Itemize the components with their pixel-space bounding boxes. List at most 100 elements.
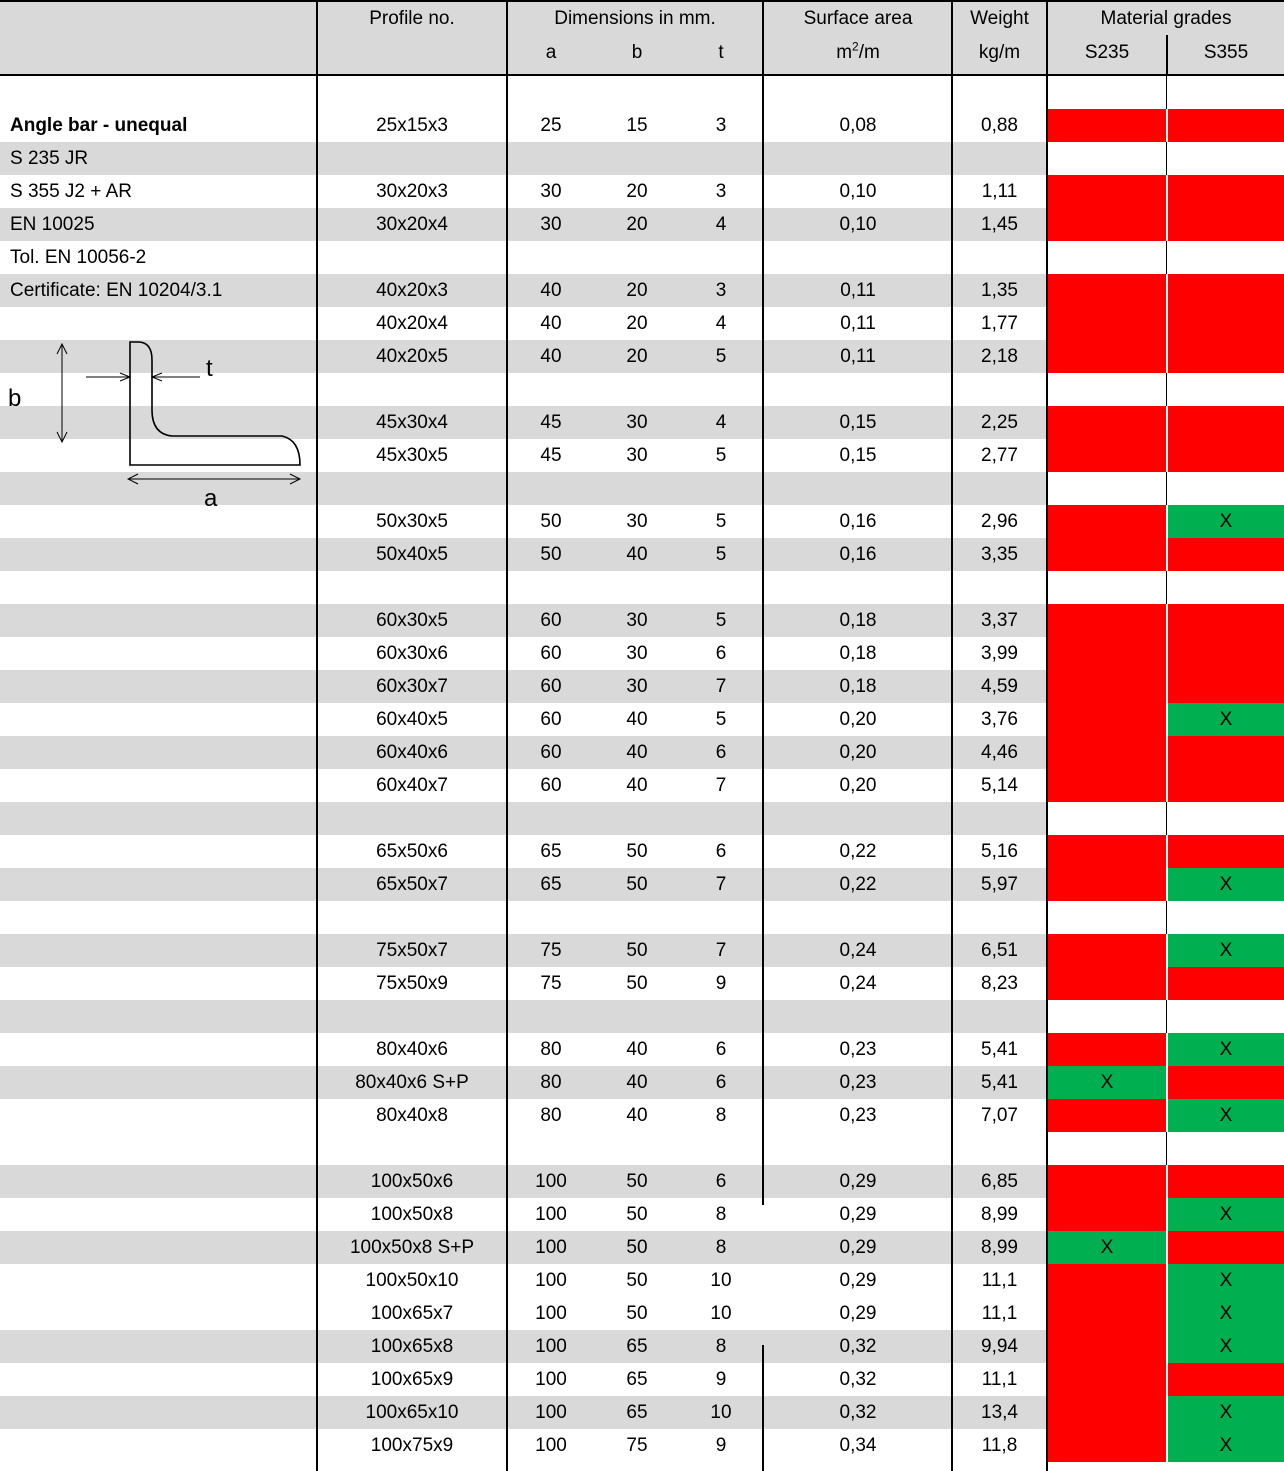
cell-a: 100 bbox=[535, 1204, 567, 1225]
cell-b: 40 bbox=[626, 775, 648, 796]
cell-b: 50 bbox=[626, 841, 648, 862]
header-dim-t: t bbox=[718, 42, 724, 63]
cell-a: 60 bbox=[540, 643, 562, 664]
header-surface-area: Surface area bbox=[803, 8, 913, 29]
grade-cell-s235 bbox=[1048, 835, 1166, 868]
cell-a: 100 bbox=[535, 1270, 567, 1291]
grade-cell-s355: X bbox=[1168, 1264, 1284, 1297]
grade-cell-s355 bbox=[1168, 604, 1284, 637]
grade-divider bbox=[1166, 340, 1168, 373]
cell-t: 5 bbox=[715, 544, 727, 565]
row-shade bbox=[0, 1066, 1047, 1099]
cell-profile: 50x40x5 bbox=[376, 544, 448, 565]
grade-divider bbox=[1166, 505, 1168, 538]
grade-divider bbox=[1166, 373, 1167, 406]
top-border bbox=[0, 0, 1284, 2]
grade-divider bbox=[1166, 604, 1168, 637]
cell-weight: 11,1 bbox=[981, 1303, 1018, 1324]
col-divider-left bbox=[316, 0, 318, 1471]
product-tolerance: Tol. EN 10056-2 bbox=[10, 247, 147, 268]
grade-cell-s355 bbox=[1168, 175, 1284, 208]
cell-b: 50 bbox=[626, 940, 648, 961]
grade-divider bbox=[1166, 901, 1167, 934]
cell-weight: 3,35 bbox=[981, 544, 1018, 565]
cell-b: 40 bbox=[626, 709, 648, 730]
grade-cell-s235 bbox=[1048, 1429, 1166, 1462]
table-row: 50x30x5 50 30 5 0,16 2,96 X bbox=[0, 505, 1284, 538]
table-row: 60x40x5 60 40 5 0,20 3,76 X bbox=[0, 703, 1284, 736]
table-row: 30x20x3 30 20 3 0,10 1,11 bbox=[0, 175, 1284, 208]
grade-divider bbox=[1166, 802, 1167, 835]
cell-weight: 2,77 bbox=[981, 445, 1018, 466]
row-shade bbox=[0, 1396, 1047, 1429]
cell-weight: 0,88 bbox=[981, 115, 1018, 136]
cell-profile: 30x20x4 bbox=[376, 214, 448, 235]
cell-profile: 60x40x5 bbox=[376, 709, 448, 730]
cell-surface: 0,29 bbox=[839, 1303, 877, 1324]
cell-surface: 0,20 bbox=[839, 742, 877, 763]
cell-b: 50 bbox=[626, 1204, 648, 1225]
table-row: 80x40x6 80 40 6 0,23 5,41 X bbox=[0, 1033, 1284, 1066]
spacer-row bbox=[0, 802, 1284, 835]
cell-surface: 0,11 bbox=[840, 280, 876, 301]
col-divider-dimensions-bottom bbox=[762, 1345, 764, 1471]
cell-b: 20 bbox=[626, 313, 648, 334]
cell-weight: 6,85 bbox=[981, 1171, 1018, 1192]
grade-divider bbox=[1166, 109, 1168, 142]
grade-divider bbox=[1166, 835, 1168, 868]
header-material-grades: Material grades bbox=[1100, 8, 1232, 29]
grade-divider bbox=[1166, 736, 1168, 769]
surface-unit-base: m bbox=[836, 42, 853, 63]
cell-weight: 4,46 bbox=[981, 742, 1018, 763]
product-grade-2: S 355 J2 + AR bbox=[10, 181, 132, 202]
cell-b: 30 bbox=[626, 412, 648, 433]
cell-weight: 3,37 bbox=[981, 610, 1018, 631]
cell-b: 30 bbox=[626, 643, 648, 664]
grade-cell-s355 bbox=[1168, 835, 1284, 868]
cell-t: 6 bbox=[715, 1171, 727, 1192]
grade-divider bbox=[1166, 703, 1168, 736]
spacer-row bbox=[0, 373, 1284, 406]
cell-t: 4 bbox=[715, 313, 727, 334]
cell-profile: 40x20x4 bbox=[376, 313, 448, 334]
row-shade bbox=[0, 934, 1047, 967]
cell-surface: 0,32 bbox=[839, 1402, 877, 1423]
table-row: 60x40x7 60 40 7 0,20 5,14 bbox=[0, 769, 1284, 802]
cell-surface: 0,24 bbox=[839, 940, 877, 961]
cell-t: 10 bbox=[710, 1303, 732, 1324]
cell-t: 7 bbox=[715, 874, 727, 895]
cell-a: 60 bbox=[540, 709, 562, 730]
cell-b: 50 bbox=[626, 1171, 648, 1192]
cell-surface: 0,34 bbox=[839, 1435, 877, 1456]
grade-cell-s235 bbox=[1048, 934, 1166, 967]
cell-a: 50 bbox=[540, 511, 562, 532]
grade-cell-s235 bbox=[1048, 1165, 1166, 1198]
cell-t: 5 bbox=[715, 445, 727, 466]
angle-profile-outline bbox=[129, 341, 301, 466]
grade-divider bbox=[1166, 1231, 1168, 1264]
cell-weight: 5,97 bbox=[981, 874, 1018, 895]
cell-profile: 60x30x7 bbox=[376, 676, 448, 697]
grade-divider bbox=[1166, 1099, 1168, 1132]
cell-b: 50 bbox=[626, 1270, 648, 1291]
cell-b: 40 bbox=[626, 1072, 648, 1093]
row-shade bbox=[0, 142, 1047, 175]
grade-cell-s355: X bbox=[1168, 1429, 1284, 1462]
cell-surface: 0,16 bbox=[839, 544, 877, 565]
grade-cell-s235 bbox=[1048, 274, 1166, 307]
cell-a: 30 bbox=[540, 181, 562, 202]
t-arrow-right bbox=[150, 372, 163, 382]
cell-profile: 100x65x7 bbox=[370, 1303, 454, 1324]
header-grade-s235: S235 bbox=[1084, 42, 1130, 63]
cell-t: 7 bbox=[715, 676, 727, 697]
grade-divider bbox=[1166, 1429, 1168, 1462]
cell-profile: 60x30x6 bbox=[376, 643, 448, 664]
spacer-row bbox=[0, 1000, 1284, 1033]
grade-cell-s235 bbox=[1048, 670, 1166, 703]
cell-profile: 65x50x6 bbox=[376, 841, 448, 862]
b-arrow-top bbox=[56, 342, 68, 355]
cell-surface: 0,15 bbox=[839, 445, 877, 466]
grade-cell-s235 bbox=[1048, 505, 1166, 538]
grade-cell-s235 bbox=[1048, 1330, 1166, 1363]
